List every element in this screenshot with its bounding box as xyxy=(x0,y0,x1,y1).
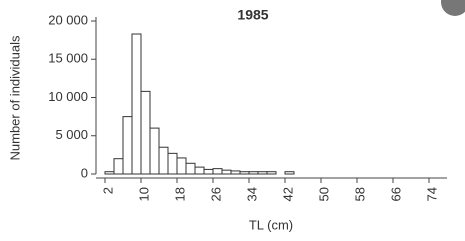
y-tick-label: 20 000 xyxy=(48,12,88,27)
bar xyxy=(258,172,267,174)
y-tick-label: 10 000 xyxy=(48,89,88,104)
bar xyxy=(249,172,258,174)
bar xyxy=(204,169,213,174)
x-tick-label: 34 xyxy=(244,187,259,201)
y-axis-label: Number of individuals xyxy=(7,35,22,161)
x-tick-label: 2 xyxy=(100,187,115,194)
bar xyxy=(240,172,249,174)
x-tick-label: 42 xyxy=(280,187,295,201)
x-tick-label: 58 xyxy=(352,187,367,201)
bar xyxy=(150,128,159,174)
bar xyxy=(222,170,231,174)
bar xyxy=(231,171,240,174)
bar xyxy=(159,147,168,174)
chart-title: 1985 xyxy=(237,7,268,23)
bar xyxy=(105,172,114,174)
bar xyxy=(168,153,177,174)
bar xyxy=(195,167,204,174)
page: {"chart_data": {"type": "histogram", "ti… xyxy=(0,0,465,241)
x-tick-label: 26 xyxy=(208,187,223,201)
chart: 1985 Number of individuals TL (cm) 0 5 00… xyxy=(0,0,465,241)
x-axis-label: TL (cm) xyxy=(249,217,293,232)
x-tick-label: 10 xyxy=(136,187,151,201)
y-tick-label: 5 000 xyxy=(55,127,88,142)
bar xyxy=(141,91,150,174)
bar xyxy=(123,117,132,174)
x-tick-label: 74 xyxy=(424,187,439,201)
y-tick-label: 0 xyxy=(81,165,88,180)
corner-icon xyxy=(441,0,465,16)
y-tick-label: 15 000 xyxy=(48,51,88,66)
bar xyxy=(285,172,294,174)
bar xyxy=(114,159,123,174)
x-tick-label: 18 xyxy=(172,187,187,201)
bar xyxy=(132,34,141,174)
x-tick-label: 66 xyxy=(388,187,403,201)
x-tick-label: 50 xyxy=(316,187,331,201)
bar xyxy=(213,169,222,174)
bar xyxy=(186,163,195,174)
bar xyxy=(267,172,276,174)
bar xyxy=(177,158,186,174)
